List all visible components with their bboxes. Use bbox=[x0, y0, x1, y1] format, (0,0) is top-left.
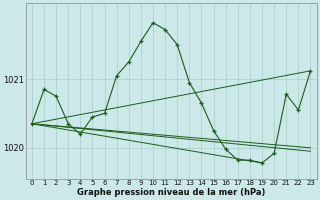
X-axis label: Graphe pression niveau de la mer (hPa): Graphe pression niveau de la mer (hPa) bbox=[77, 188, 265, 197]
